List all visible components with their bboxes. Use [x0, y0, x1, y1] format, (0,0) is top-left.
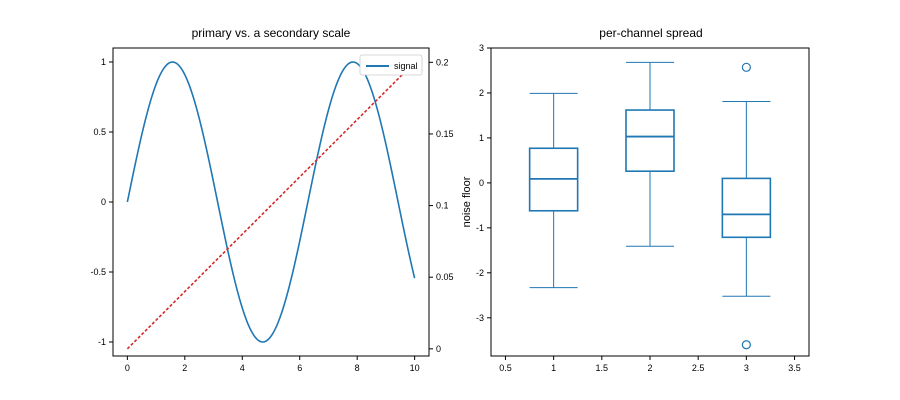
chart-primary-secondary: primary vs. a secondary scale 0 2 4 6 8 10 -1…: [90, 26, 453, 373]
y-tick-label: -1: [98, 337, 106, 347]
y-axis-left: -1 -0.5 0 0.5 1: [90, 57, 113, 347]
x-tick-label: 2: [182, 363, 187, 373]
box-channel-1: [528, 92, 579, 289]
y-tick-label: -3: [476, 313, 484, 323]
plot-area: [126, 61, 416, 350]
y-tick-label: 0.5: [93, 127, 106, 137]
box-channel-3: [721, 62, 772, 350]
legend-label-signal: signal: [394, 61, 418, 71]
y2-tick-label: 0: [436, 344, 441, 354]
box-iqr: [721, 177, 772, 239]
y2-tick-label: 0.05: [436, 272, 454, 282]
box-channel-2: [625, 61, 675, 247]
y-tick-label: -0.5: [90, 267, 106, 277]
x-tick-label: 0: [125, 363, 130, 373]
y-tick-label: 0: [101, 197, 106, 207]
x-tick-label: 3: [744, 363, 749, 373]
series-line-secondary: [126, 61, 416, 350]
y-tick-label: 0: [479, 178, 484, 188]
outlier-point: [741, 62, 751, 72]
legend-box: [359, 54, 423, 76]
x-tick-label: 8: [355, 363, 360, 373]
y-axis: -3 -2 -1 0 1 2 3: [476, 43, 491, 323]
chart-title: primary vs. a secondary scale: [192, 26, 351, 40]
chart-per-channel-spread: per-channel spread noise floor 0.5 1 1.5 2 2…: [461, 26, 810, 373]
x-tick-label: 10: [410, 363, 420, 373]
x-axis: 0 2 4 6 8 10: [125, 356, 420, 373]
y-axis-label: noise floor: [461, 176, 473, 227]
x-tick-label: 3.5: [788, 363, 801, 373]
y-tick-label: 3: [479, 43, 484, 53]
x-tick-label: 0.5: [499, 363, 512, 373]
legend: signal: [359, 54, 423, 76]
y-tick-label: -2: [476, 268, 484, 278]
y-tick-label: 1: [479, 133, 484, 143]
plot-frame: [112, 47, 430, 357]
y-axis-right: 0 0.05 0.1 0.15 0.2: [429, 57, 454, 354]
y2-tick-label: 0.1: [436, 201, 449, 211]
y2-tick-label: 0.15: [436, 129, 454, 139]
x-tick-label: 4: [240, 363, 245, 373]
y-tick-label: 1: [101, 57, 106, 67]
plot-area: [528, 61, 772, 350]
y2-tick-label: 0.2: [436, 57, 449, 67]
series-line-signal: [126, 61, 416, 343]
chart-title: per-channel spread: [599, 26, 702, 40]
x-tick-label: 2: [647, 363, 652, 373]
outlier-point: [741, 340, 751, 350]
y-tick-label: -1: [476, 223, 484, 233]
x-tick-label: 1.5: [596, 363, 609, 373]
x-tick-label: 2.5: [692, 363, 705, 373]
x-axis: 0.5 1 1.5 2 2.5 3 3.5: [499, 356, 801, 373]
x-tick-label: 6: [297, 363, 302, 373]
y-tick-label: 2: [479, 88, 484, 98]
box-iqr: [625, 109, 675, 173]
x-tick-label: 1: [551, 363, 556, 373]
